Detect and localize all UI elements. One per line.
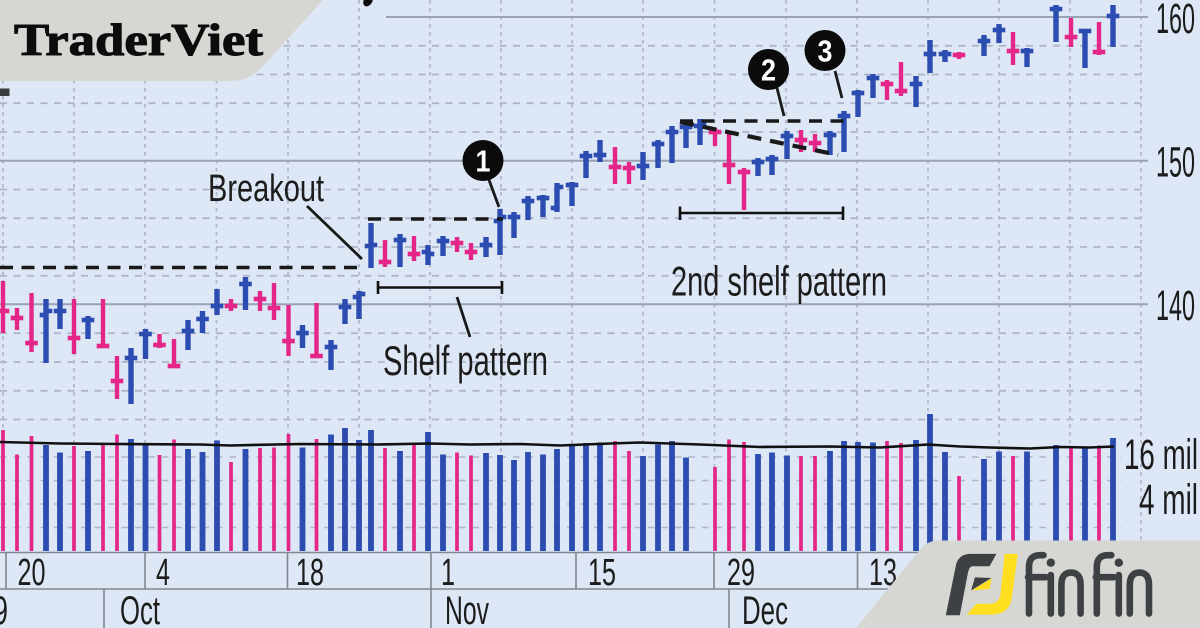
svg-text:3: 3 (818, 34, 833, 69)
svg-text:9: 9 (0, 589, 8, 628)
svg-text:2nd shelf pattern: 2nd shelf pattern (671, 258, 887, 305)
svg-text:2: 2 (761, 53, 776, 88)
svg-text:4 mil: 4 mil (1139, 476, 1198, 524)
svg-text:Shelf pattern: Shelf pattern (383, 337, 548, 384)
svg-text:4: 4 (156, 552, 170, 594)
svg-text:16 mil: 16 mil (1124, 431, 1198, 479)
svg-text:TraderViet: TraderViet (14, 14, 264, 65)
svg-text:15: 15 (588, 552, 616, 594)
svg-text:29: 29 (727, 552, 755, 594)
svg-text:150: 150 (1156, 139, 1195, 187)
svg-text:140: 140 (1156, 282, 1195, 330)
svg-text:Nov: Nov (445, 589, 489, 628)
svg-text:Oct: Oct (120, 589, 160, 628)
svg-text:Breakout: Breakout (208, 168, 324, 210)
svg-text:1: 1 (476, 144, 491, 179)
svg-text:20: 20 (18, 552, 46, 594)
svg-text:160: 160 (1156, 0, 1195, 43)
svg-text:1: 1 (441, 552, 455, 594)
svg-text:Dec: Dec (742, 589, 788, 628)
svg-text:18: 18 (296, 552, 324, 594)
